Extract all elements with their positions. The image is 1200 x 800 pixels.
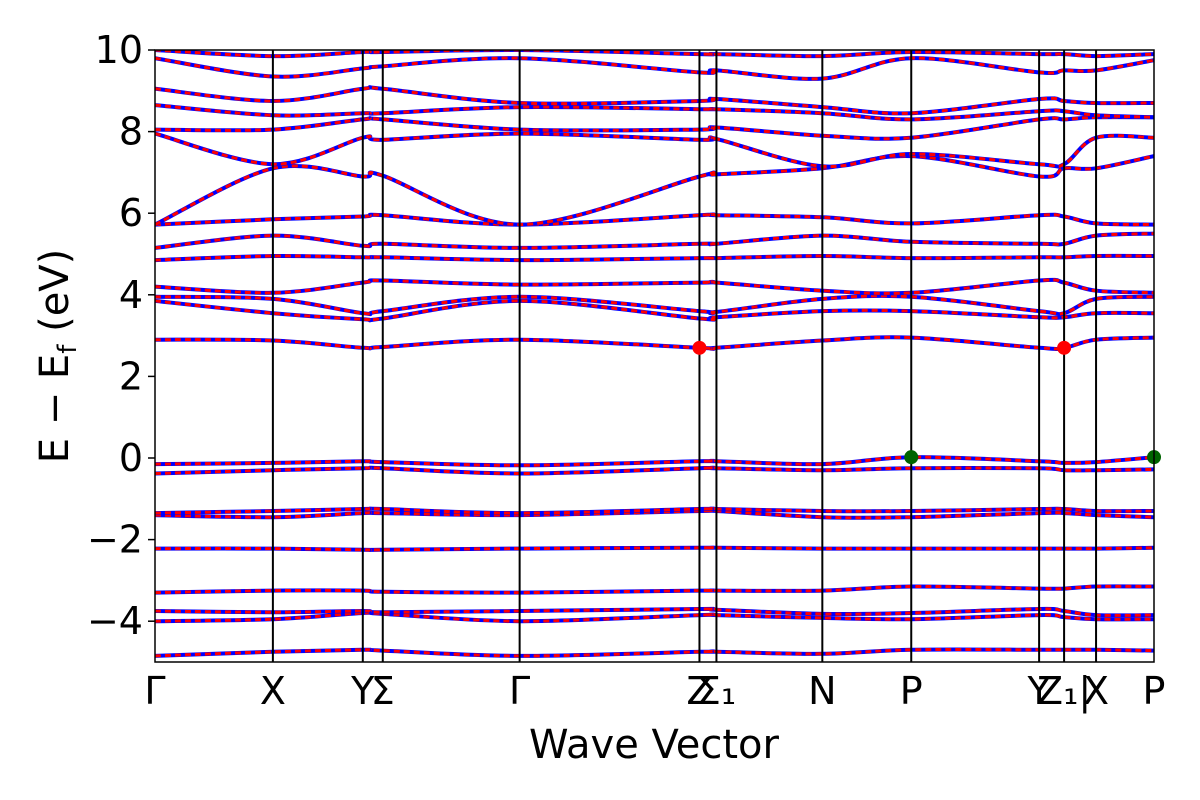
y-tick-label-6: 8	[119, 110, 143, 154]
y-tick-label-1: −2	[87, 518, 143, 562]
extremum-markers	[692, 340, 1161, 465]
band-spin-down-4	[155, 546, 1154, 552]
x-tick-label-7: N	[808, 669, 836, 713]
band-spin-down-7	[155, 466, 1154, 476]
x-tick-label-5: Z	[686, 669, 712, 713]
band-spin-down-3	[155, 584, 1154, 595]
x-tick-label-1: X	[260, 669, 286, 713]
y-tick-label-0: −4	[87, 599, 143, 643]
band-spin-up-9	[155, 335, 1154, 351]
band-spin-down-17	[155, 132, 1154, 169]
y-axis-title: E − Ef (eV)	[32, 249, 83, 464]
band-spin-down-8	[155, 455, 1154, 467]
y-axis-ticks: −4 −2 0 2 4 6 8 10	[87, 28, 155, 643]
x-axis-title: Wave Vector	[529, 722, 780, 768]
y-axis-title-main: E − E	[32, 354, 78, 464]
band-spin-down-12	[155, 278, 1154, 295]
band-spin-down-22	[155, 50, 1154, 58]
y-tick-label-4: 4	[119, 273, 143, 317]
band-spin-down-0	[155, 647, 1154, 658]
band-spin-up-18	[155, 115, 1154, 141]
band-spin-down-13	[155, 254, 1154, 262]
y-tick-label-5: 6	[119, 191, 143, 235]
band-spin-down-16	[155, 154, 1154, 227]
extremum-marker-1	[1057, 340, 1072, 355]
band-spin-down-21	[155, 56, 1154, 81]
extremum-marker-0	[692, 340, 707, 355]
x-tick-label-10: Z₁|	[1037, 669, 1091, 714]
k-point-lines	[271, 50, 1098, 662]
x-tick-label-2: Y	[350, 669, 375, 713]
band-spin-down-6	[155, 507, 1154, 515]
x-tick-label-9: Y	[1027, 669, 1052, 713]
band-spin-down-18	[155, 115, 1154, 141]
x-tick-label-8: P	[900, 669, 923, 713]
x-tick-label-12: P	[1143, 669, 1166, 713]
x-tick-label-6: Σ₁	[697, 669, 736, 713]
band-spin-down-14	[155, 232, 1154, 250]
x-tick-label-11: X	[1083, 669, 1109, 713]
y-axis-title-unit: (eV)	[32, 249, 78, 345]
band-spin-down-19	[155, 103, 1154, 121]
plot-frame	[154, 49, 1155, 663]
extremum-marker-2	[904, 450, 919, 465]
x-tick-label-0: Γ	[144, 669, 165, 713]
band-spin-down-15	[155, 212, 1154, 227]
band-spin-down-1	[155, 611, 1154, 623]
x-tick-label-4: Γ	[509, 669, 530, 713]
y-axis-title-sub: f	[53, 344, 83, 354]
band-spin-down-2	[155, 607, 1154, 617]
x-tick-label-3: Σ	[371, 669, 395, 713]
y-tick-label-2: 0	[119, 436, 143, 480]
y-tick-label-3: 2	[119, 354, 143, 398]
x-axis-ticks: Γ X YΣ Γ ZΣ₁ N P YZ₁|X P	[144, 669, 1165, 714]
y-tick-label-7: 10	[95, 28, 143, 72]
bands-layer	[155, 50, 1154, 658]
